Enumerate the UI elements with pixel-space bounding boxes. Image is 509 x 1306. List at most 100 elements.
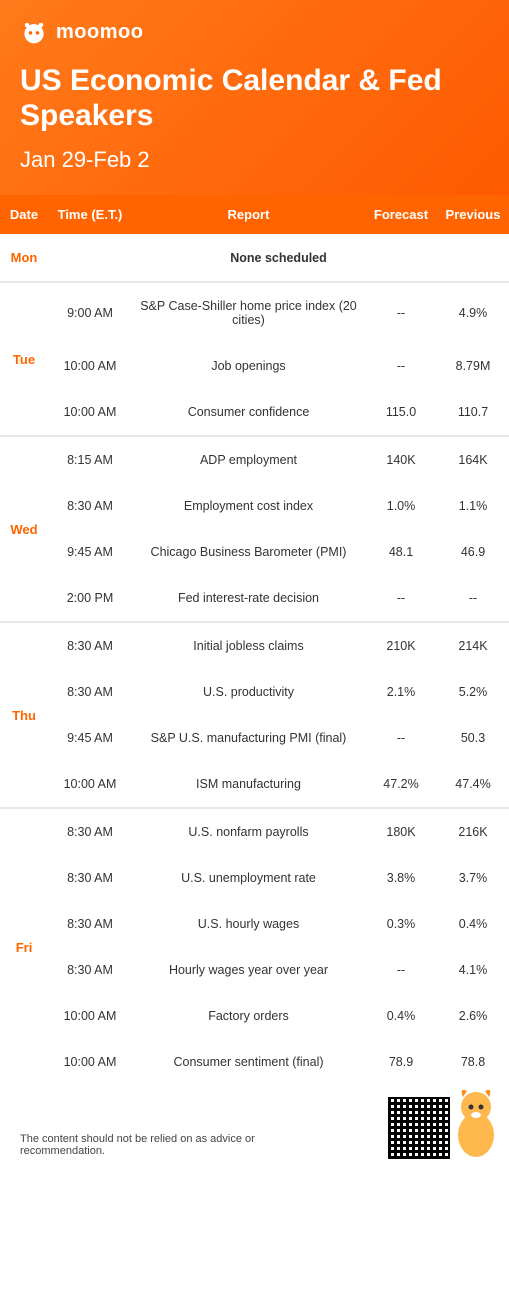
forecast-cell: 48.1 — [365, 529, 437, 575]
table-row: 10:00 AMJob openings--8.79M — [0, 343, 509, 389]
table-row: Wed8:15 AMADP employment140K164K — [0, 436, 509, 483]
previous-cell: 4.9% — [437, 282, 509, 343]
col-date: Date — [0, 195, 48, 234]
forecast-cell: 0.3% — [365, 901, 437, 947]
forecast-cell: -- — [365, 343, 437, 389]
table-row: Thu8:30 AMInitial jobless claims210K214K — [0, 622, 509, 669]
previous-cell: 110.7 — [437, 389, 509, 436]
forecast-cell: -- — [365, 575, 437, 622]
time-cell: 8:30 AM — [48, 808, 132, 855]
qr-code-icon — [384, 1093, 454, 1163]
table-row: 10:00 AMISM manufacturing47.2%47.4% — [0, 761, 509, 808]
previous-cell: 4.1% — [437, 947, 509, 993]
time-cell: 10:00 AM — [48, 389, 132, 436]
date-range: Jan 29-Feb 2 — [20, 147, 489, 173]
table-row: 8:30 AMU.S. productivity2.1%5.2% — [0, 669, 509, 715]
report-cell: Job openings — [132, 343, 365, 389]
report-cell: Fed interest-rate decision — [132, 575, 365, 622]
time-cell: 9:00 AM — [48, 282, 132, 343]
forecast-cell: 210K — [365, 622, 437, 669]
day-label: Wed — [0, 436, 48, 622]
table-row: 8:30 AMU.S. hourly wages0.3%0.4% — [0, 901, 509, 947]
header-banner: moomoo US Economic Calendar & Fed Speake… — [0, 0, 509, 195]
time-cell: 8:30 AM — [48, 855, 132, 901]
forecast-cell: 1.0% — [365, 483, 437, 529]
table-row: MonNone scheduled — [0, 234, 509, 282]
report-cell: Consumer confidence — [132, 389, 365, 436]
col-previous: Previous — [437, 195, 509, 234]
table-row: Tue9:00 AMS&P Case-Shiller home price in… — [0, 282, 509, 343]
footer: The content should not be relied on as a… — [0, 1085, 509, 1175]
forecast-cell: 3.8% — [365, 855, 437, 901]
table-row: Fri8:30 AMU.S. nonfarm payrolls180K216K — [0, 808, 509, 855]
previous-cell: 47.4% — [437, 761, 509, 808]
table-row: 8:30 AMHourly wages year over year--4.1% — [0, 947, 509, 993]
previous-cell: 5.2% — [437, 669, 509, 715]
time-cell: 8:15 AM — [48, 436, 132, 483]
table-row: 2:00 PMFed interest-rate decision---- — [0, 575, 509, 622]
none-scheduled: None scheduled — [48, 234, 509, 282]
time-cell: 8:30 AM — [48, 669, 132, 715]
forecast-cell: -- — [365, 715, 437, 761]
previous-cell: 2.6% — [437, 993, 509, 1039]
previous-cell: 0.4% — [437, 901, 509, 947]
report-cell: ADP employment — [132, 436, 365, 483]
forecast-cell: -- — [365, 947, 437, 993]
forecast-cell: 140K — [365, 436, 437, 483]
time-cell: 9:45 AM — [48, 715, 132, 761]
forecast-cell: 115.0 — [365, 389, 437, 436]
report-cell: Factory orders — [132, 993, 365, 1039]
table-header-row: Date Time (E.T.) Report Forecast Previou… — [0, 195, 509, 234]
report-cell: Chicago Business Barometer (PMI) — [132, 529, 365, 575]
previous-cell: 1.1% — [437, 483, 509, 529]
report-cell: Employment cost index — [132, 483, 365, 529]
previous-cell: -- — [437, 575, 509, 622]
table-row: 9:45 AMChicago Business Barometer (PMI)4… — [0, 529, 509, 575]
day-label: Tue — [0, 282, 48, 436]
forecast-cell: 0.4% — [365, 993, 437, 1039]
calendar-table-wrap: Date Time (E.T.) Report Forecast Previou… — [0, 195, 509, 1085]
disclaimer-text: The content should not be relied on as a… — [20, 1103, 340, 1157]
report-cell: Hourly wages year over year — [132, 947, 365, 993]
logo-row: moomoo — [20, 18, 489, 46]
time-cell: 8:30 AM — [48, 622, 132, 669]
forecast-cell: 47.2% — [365, 761, 437, 808]
table-row: 8:30 AMU.S. unemployment rate3.8%3.7% — [0, 855, 509, 901]
mascot-icon — [451, 1085, 501, 1165]
report-cell: Initial jobless claims — [132, 622, 365, 669]
time-cell: 8:30 AM — [48, 947, 132, 993]
time-cell: 10:00 AM — [48, 343, 132, 389]
time-cell: 2:00 PM — [48, 575, 132, 622]
col-forecast: Forecast — [365, 195, 437, 234]
report-cell: S&P U.S. manufacturing PMI (final) — [132, 715, 365, 761]
time-cell: 8:30 AM — [48, 901, 132, 947]
previous-cell: 46.9 — [437, 529, 509, 575]
report-cell: S&P Case-Shiller home price index (20 ci… — [132, 282, 365, 343]
report-cell: U.S. unemployment rate — [132, 855, 365, 901]
col-time: Time (E.T.) — [48, 195, 132, 234]
previous-cell: 216K — [437, 808, 509, 855]
report-cell: ISM manufacturing — [132, 761, 365, 808]
previous-cell: 164K — [437, 436, 509, 483]
report-cell: U.S. hourly wages — [132, 901, 365, 947]
table-row: 9:45 AMS&P U.S. manufacturing PMI (final… — [0, 715, 509, 761]
col-report: Report — [132, 195, 365, 234]
page-title: US Economic Calendar & Fed Speakers — [20, 64, 489, 133]
report-cell: U.S. nonfarm payrolls — [132, 808, 365, 855]
forecast-cell: 2.1% — [365, 669, 437, 715]
time-cell: 8:30 AM — [48, 483, 132, 529]
table-row: 10:00 AMConsumer confidence115.0110.7 — [0, 389, 509, 436]
day-label: Fri — [0, 808, 48, 1085]
day-label: Thu — [0, 622, 48, 808]
report-cell: U.S. productivity — [132, 669, 365, 715]
forecast-cell: -- — [365, 282, 437, 343]
day-label: Mon — [0, 234, 48, 282]
calendar-table: Date Time (E.T.) Report Forecast Previou… — [0, 195, 509, 1085]
table-row: 8:30 AMEmployment cost index1.0%1.1% — [0, 483, 509, 529]
previous-cell: 78.8 — [437, 1039, 509, 1085]
time-cell: 10:00 AM — [48, 993, 132, 1039]
forecast-cell: 78.9 — [365, 1039, 437, 1085]
time-cell: 9:45 AM — [48, 529, 132, 575]
brand-name: moomoo — [56, 21, 143, 44]
time-cell: 10:00 AM — [48, 1039, 132, 1085]
